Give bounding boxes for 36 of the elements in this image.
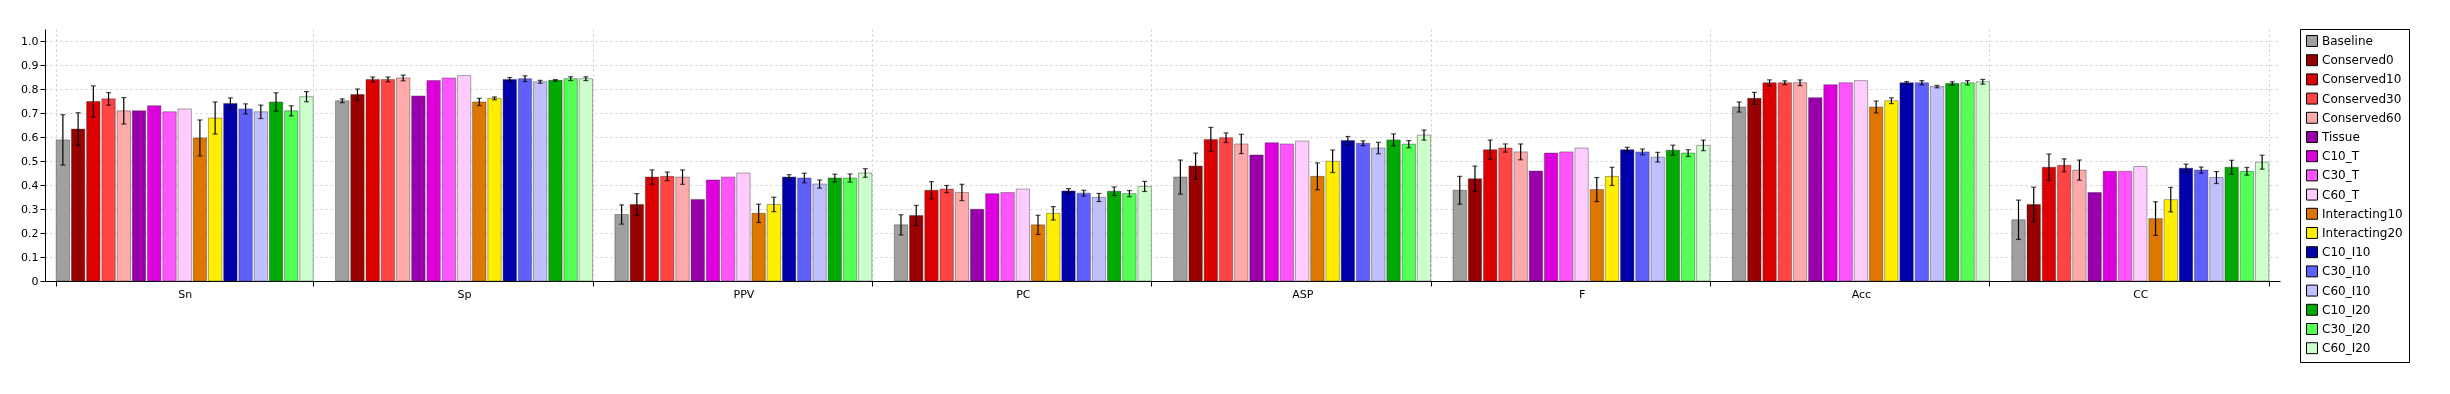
- y-tick-label: 1.0: [21, 34, 39, 48]
- legend-label: Tissue: [2321, 130, 2360, 144]
- y-tick-label: 0.3: [21, 202, 39, 216]
- legend-label: C10_T: [2322, 149, 2360, 164]
- legend-label: C60_I20: [2322, 341, 2371, 356]
- legend-label: Interacting10: [2322, 206, 2403, 221]
- legend-label: C10_I10: [2322, 245, 2371, 260]
- legend-label: Baseline: [2322, 34, 2373, 48]
- y-tick-label: 0: [31, 274, 39, 288]
- y-tick-label: 0.8: [21, 82, 39, 96]
- y-tick-label: 0.6: [21, 130, 39, 144]
- y-tick-label: 0.2: [21, 226, 39, 240]
- legend-label: Conserved10: [2322, 72, 2402, 87]
- x-tick-label: PC: [1016, 287, 1031, 301]
- y-tick-label: 0.7: [21, 106, 39, 120]
- legend-label: C10_I20: [2322, 302, 2371, 317]
- legend-label: C30_I20: [2322, 322, 2371, 336]
- y-tick-label: 0.5: [21, 154, 39, 168]
- legend-label: C60_I10: [2322, 283, 2371, 298]
- legend-label: Conserved0: [2322, 53, 2394, 68]
- x-tick-label: CC: [2133, 287, 2149, 301]
- x-tick-label: F: [1578, 287, 1586, 301]
- x-tick-label: PPV: [733, 287, 755, 301]
- x-tick-label: Sp: [457, 287, 472, 301]
- legend-label: Interacting20: [2322, 226, 2403, 240]
- legend-label: C30_T: [2322, 168, 2360, 183]
- legend-label: Conserved30: [2322, 91, 2402, 106]
- x-tick-label: Sn: [178, 287, 193, 301]
- legend-label: Conserved60: [2322, 110, 2402, 125]
- y-tick-label: 0.4: [21, 178, 39, 192]
- x-tick-label: ASP: [1292, 287, 1314, 301]
- y-tick-label: 0.1: [21, 250, 39, 264]
- legend-label: C60_T: [2322, 187, 2360, 202]
- x-tick-label: Acc: [1851, 287, 1872, 301]
- legend-label: C30_I10: [2322, 264, 2371, 279]
- y-tick-label: 0.9: [21, 58, 39, 72]
